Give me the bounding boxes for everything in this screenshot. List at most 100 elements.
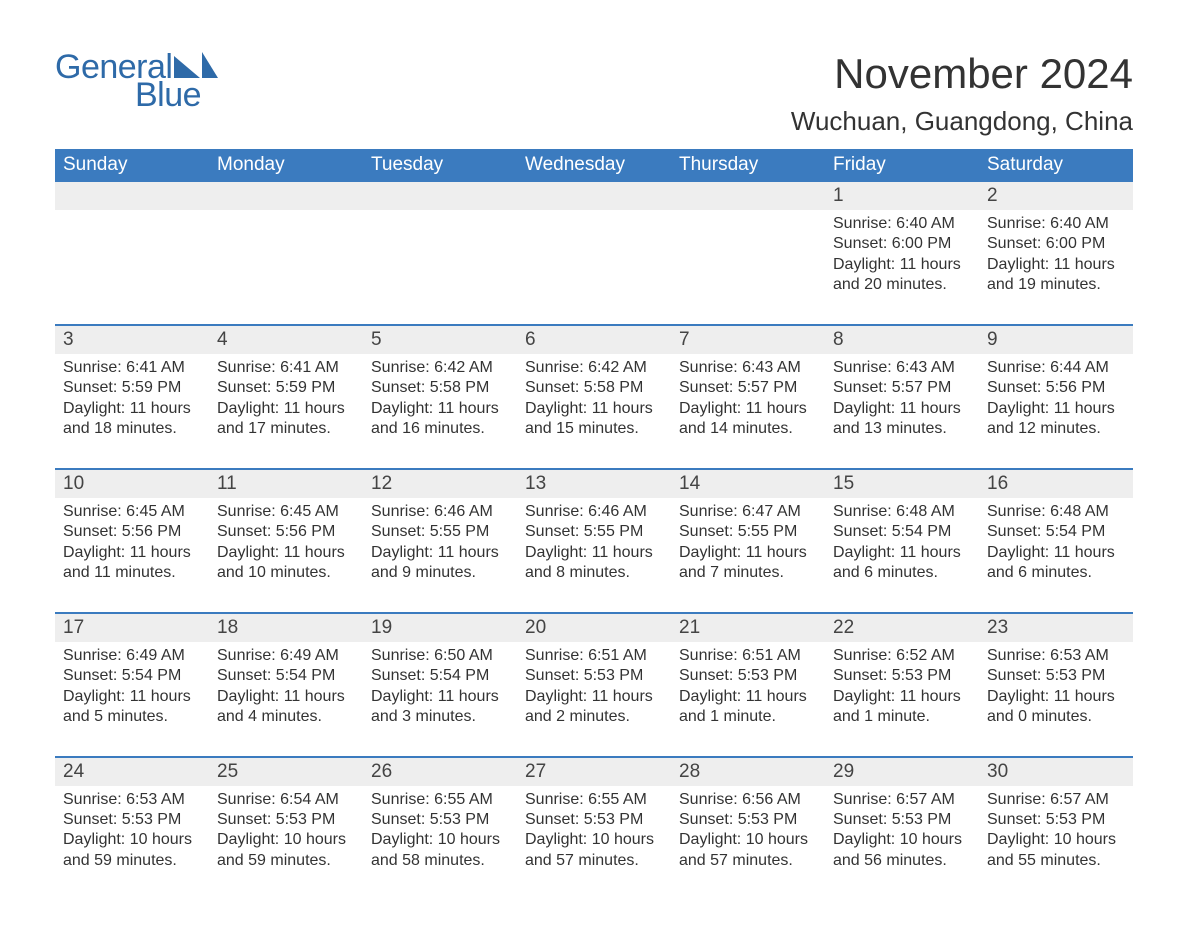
day-cell [55,210,209,324]
sunset-text: Sunset: 5:54 PM [371,666,509,686]
page: General Blue November 2024 Wuchuan, Guan… [0,0,1188,939]
weekday-label: Saturday [979,149,1133,182]
day-cell: Sunrise: 6:56 AMSunset: 5:53 PMDaylight:… [671,786,825,900]
daylight-text: Daylight: 11 hours and 17 minutes. [217,399,355,440]
sunset-text: Sunset: 5:53 PM [217,810,355,830]
daylight-text: Daylight: 11 hours and 7 minutes. [679,543,817,584]
sunrise-text: Sunrise: 6:55 AM [525,790,663,810]
sunset-text: Sunset: 5:55 PM [679,522,817,542]
day-cell: Sunrise: 6:40 AMSunset: 6:00 PMDaylight:… [979,210,1133,324]
daylight-text: Daylight: 11 hours and 1 minute. [833,687,971,728]
day-cell [671,210,825,324]
sunset-text: Sunset: 6:00 PM [987,234,1125,254]
sunrise-text: Sunrise: 6:57 AM [987,790,1125,810]
day-cell [209,210,363,324]
daynum-row: 17181920212223 [55,614,1133,642]
week-row: 10111213141516Sunrise: 6:45 AMSunset: 5:… [55,468,1133,612]
sunrise-text: Sunrise: 6:51 AM [679,646,817,666]
weekday-label: Monday [209,149,363,182]
day-cell [363,210,517,324]
daylight-text: Daylight: 11 hours and 15 minutes. [525,399,663,440]
daylight-text: Daylight: 11 hours and 16 minutes. [371,399,509,440]
day-cell: Sunrise: 6:52 AMSunset: 5:53 PMDaylight:… [825,642,979,756]
sunset-text: Sunset: 5:53 PM [833,810,971,830]
sunset-text: Sunset: 5:53 PM [525,810,663,830]
day-cell: Sunrise: 6:46 AMSunset: 5:55 PMDaylight:… [517,498,671,612]
day-number: 22 [825,614,979,642]
sunrise-text: Sunrise: 6:50 AM [371,646,509,666]
sunset-text: Sunset: 5:53 PM [63,810,201,830]
day-cell: Sunrise: 6:46 AMSunset: 5:55 PMDaylight:… [363,498,517,612]
daylight-text: Daylight: 11 hours and 20 minutes. [833,255,971,296]
day-number: 6 [517,326,671,354]
day-number: 28 [671,758,825,786]
daylight-text: Daylight: 11 hours and 4 minutes. [217,687,355,728]
daylight-text: Daylight: 11 hours and 0 minutes. [987,687,1125,728]
day-number: 11 [209,470,363,498]
daylight-text: Daylight: 10 hours and 57 minutes. [525,830,663,871]
month-title: November 2024 [791,50,1133,98]
day-number: 3 [55,326,209,354]
day-cell: Sunrise: 6:51 AMSunset: 5:53 PMDaylight:… [671,642,825,756]
day-cell: Sunrise: 6:49 AMSunset: 5:54 PMDaylight:… [55,642,209,756]
weekday-label: Thursday [671,149,825,182]
day-cell: Sunrise: 6:48 AMSunset: 5:54 PMDaylight:… [979,498,1133,612]
sunset-text: Sunset: 5:59 PM [217,378,355,398]
sunrise-text: Sunrise: 6:49 AM [217,646,355,666]
sunset-text: Sunset: 5:53 PM [525,666,663,686]
location: Wuchuan, Guangdong, China [791,106,1133,137]
daylight-text: Daylight: 11 hours and 8 minutes. [525,543,663,584]
sunrise-text: Sunrise: 6:49 AM [63,646,201,666]
day-cell: Sunrise: 6:47 AMSunset: 5:55 PMDaylight:… [671,498,825,612]
day-number: 5 [363,326,517,354]
sunset-text: Sunset: 5:55 PM [525,522,663,542]
day-number: 13 [517,470,671,498]
day-number: 18 [209,614,363,642]
sunrise-text: Sunrise: 6:42 AM [525,358,663,378]
day-number: 9 [979,326,1133,354]
day-cell: Sunrise: 6:57 AMSunset: 5:53 PMDaylight:… [979,786,1133,900]
day-number: 25 [209,758,363,786]
daylight-text: Daylight: 10 hours and 59 minutes. [217,830,355,871]
day-cell [517,210,671,324]
sunrise-text: Sunrise: 6:57 AM [833,790,971,810]
daynum-row: 24252627282930 [55,758,1133,786]
daylight-text: Daylight: 11 hours and 13 minutes. [833,399,971,440]
day-number [517,182,671,210]
day-cell: Sunrise: 6:42 AMSunset: 5:58 PMDaylight:… [517,354,671,468]
title-block: November 2024 Wuchuan, Guangdong, China [791,50,1133,137]
weekday-label: Friday [825,149,979,182]
day-cell: Sunrise: 6:55 AMSunset: 5:53 PMDaylight:… [363,786,517,900]
weeks-container: 12Sunrise: 6:40 AMSunset: 6:00 PMDayligh… [55,182,1133,899]
day-number: 8 [825,326,979,354]
day-number: 4 [209,326,363,354]
weekday-label: Tuesday [363,149,517,182]
daylight-text: Daylight: 11 hours and 11 minutes. [63,543,201,584]
daylight-text: Daylight: 11 hours and 18 minutes. [63,399,201,440]
sunrise-text: Sunrise: 6:44 AM [987,358,1125,378]
weekday-label: Sunday [55,149,209,182]
day-number: 14 [671,470,825,498]
day-number: 10 [55,470,209,498]
day-number: 23 [979,614,1133,642]
sunrise-text: Sunrise: 6:46 AM [371,502,509,522]
day-cell: Sunrise: 6:41 AMSunset: 5:59 PMDaylight:… [55,354,209,468]
sunset-text: Sunset: 5:54 PM [63,666,201,686]
daylight-text: Daylight: 11 hours and 5 minutes. [63,687,201,728]
sunrise-text: Sunrise: 6:43 AM [833,358,971,378]
day-number: 21 [671,614,825,642]
day-number [55,182,209,210]
sunrise-text: Sunrise: 6:52 AM [833,646,971,666]
daynum-row: 3456789 [55,326,1133,354]
sunrise-text: Sunrise: 6:53 AM [987,646,1125,666]
sunrise-text: Sunrise: 6:41 AM [217,358,355,378]
sunset-text: Sunset: 6:00 PM [833,234,971,254]
sunrise-text: Sunrise: 6:45 AM [63,502,201,522]
day-cell: Sunrise: 6:42 AMSunset: 5:58 PMDaylight:… [363,354,517,468]
sunset-text: Sunset: 5:55 PM [371,522,509,542]
day-number: 29 [825,758,979,786]
sunrise-text: Sunrise: 6:55 AM [371,790,509,810]
day-cell: Sunrise: 6:53 AMSunset: 5:53 PMDaylight:… [979,642,1133,756]
sunset-text: Sunset: 5:58 PM [371,378,509,398]
logo-text-blue: Blue [135,78,218,112]
